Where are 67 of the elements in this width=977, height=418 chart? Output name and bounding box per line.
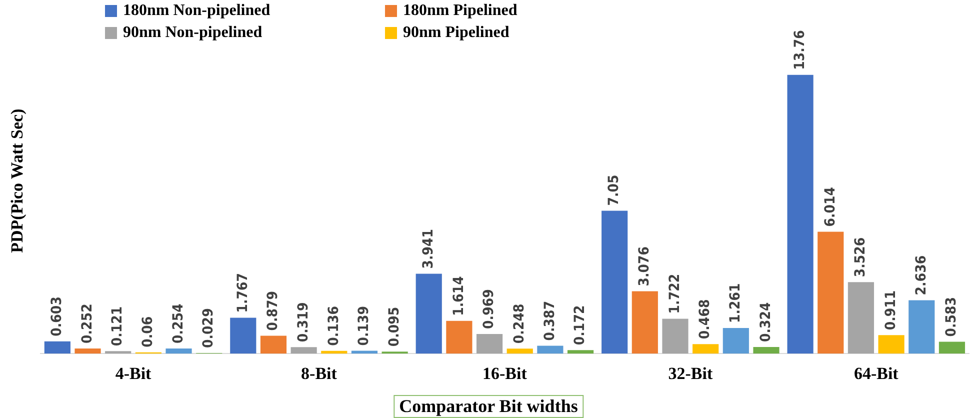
bar <box>908 300 935 354</box>
x-tick-label: 8-Bit <box>301 364 338 384</box>
bar <box>602 210 628 354</box>
data-label: 0.252 <box>79 304 96 344</box>
data-label: 0.248 <box>512 304 528 344</box>
bar <box>632 291 658 354</box>
x-tick-label: 64-Bit <box>854 364 899 384</box>
bar <box>74 348 101 354</box>
data-label: 0.319 <box>295 302 312 342</box>
legend-label: 90nm Pipelined <box>403 24 510 42</box>
data-label: 0.324 <box>758 302 774 342</box>
x-tick-label: 16-Bit <box>482 364 528 384</box>
bar <box>662 318 688 354</box>
bar <box>692 344 719 354</box>
data-label: 0.06 <box>140 316 156 348</box>
bar <box>848 282 874 354</box>
bar <box>230 318 256 354</box>
bar <box>166 348 192 354</box>
legend-label: 180nm Non-pipelined <box>123 2 270 20</box>
bar <box>476 334 503 354</box>
bar <box>446 320 472 354</box>
data-label: 0.583 <box>944 296 960 337</box>
data-label: 3.941 <box>420 228 437 269</box>
data-label: 3.076 <box>636 246 653 286</box>
data-label: 0.029 <box>200 308 217 348</box>
data-label: 0.136 <box>326 306 342 346</box>
bar <box>290 347 317 354</box>
data-label: 0.603 <box>49 296 66 336</box>
bar <box>878 335 904 354</box>
data-label: 0.387 <box>542 300 558 341</box>
data-label: 1.614 <box>450 276 467 316</box>
data-label: 0.879 <box>265 290 282 331</box>
data-label: 0.121 <box>110 306 126 346</box>
data-label: 7.05 <box>606 174 622 206</box>
x-tick-label: 32-Bit <box>668 364 713 384</box>
data-label: 1.767 <box>234 272 251 313</box>
data-label: 0.911 <box>882 290 899 330</box>
y-axis-title: PDP(Pico Watt Sec) <box>8 108 27 253</box>
legend-label: 90nm Non-pipelined <box>123 24 262 42</box>
bar <box>321 350 348 354</box>
data-label: 0.172 <box>572 305 588 346</box>
data-label: 2.636 <box>913 255 930 296</box>
data-label: 0.468 <box>697 299 714 340</box>
bar <box>938 342 966 354</box>
x-axis-title: Comparator Bit widths <box>393 395 584 418</box>
data-label: 0.139 <box>356 306 372 346</box>
bar <box>260 336 287 354</box>
bar <box>105 351 132 354</box>
legend-label: 180nm Pipelined <box>403 2 518 20</box>
data-label: 0.095 <box>386 306 402 347</box>
bar <box>416 274 442 354</box>
data-label: 0.969 <box>481 289 498 329</box>
bar <box>506 348 533 354</box>
bar <box>567 350 594 354</box>
data-label: 3.526 <box>852 237 869 278</box>
bar <box>537 346 564 354</box>
bar <box>753 347 780 354</box>
data-label: 1.261 <box>728 283 744 324</box>
data-label: 13.76 <box>792 30 808 70</box>
data-label: 1.722 <box>666 274 683 314</box>
data-label: 0.254 <box>170 303 186 344</box>
x-tick-label: 4-Bit <box>115 364 152 384</box>
bar <box>44 341 70 354</box>
bar <box>722 328 749 354</box>
data-label: 6.014 <box>822 186 838 227</box>
bar <box>818 232 844 354</box>
bar <box>787 74 814 354</box>
